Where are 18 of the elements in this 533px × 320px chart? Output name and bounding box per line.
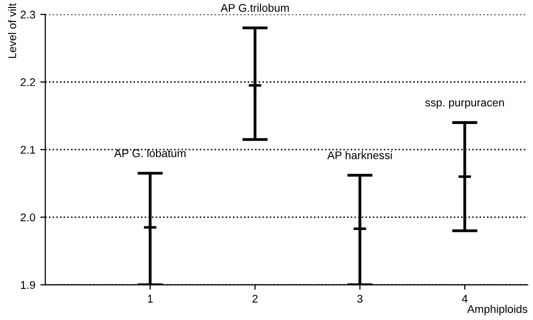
annotation: AP harknessi (327, 151, 392, 160)
x-axis-title: Amphiploids (467, 304, 528, 316)
annotation: AP G. lobatum (114, 149, 186, 158)
y-tick-label: 2.3 (20, 10, 36, 19)
point (142, 220, 158, 235)
y-tick-label: 2.2 (20, 78, 36, 86)
point (352, 221, 368, 236)
x-tick-label: 2 (252, 294, 258, 303)
x-tick-label: 3 (357, 294, 362, 303)
y-tick-label: 1.9 (20, 281, 36, 289)
y-tick-label: 2.0 (20, 213, 36, 222)
x-tick-label: 1 (148, 294, 153, 303)
point (248, 78, 262, 93)
y-axis-title: Level of vilt (8, 3, 16, 58)
annotation: ssp. purpuracen (425, 100, 504, 109)
x-tick-label: 4 (462, 294, 468, 303)
y-tick-label: 2.1 (20, 146, 36, 154)
annotation: AP G.trilobum (220, 4, 289, 12)
